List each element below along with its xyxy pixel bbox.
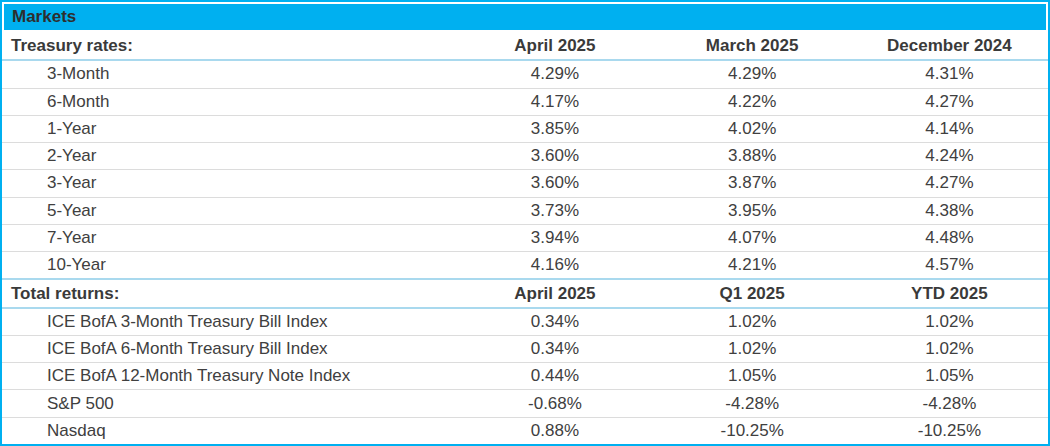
row-label: Nasdaq bbox=[2, 421, 456, 441]
table-row-6-month: 6-Month 4.17% 4.22% 4.27% bbox=[2, 89, 1048, 116]
cell-value: 3.95% bbox=[654, 201, 851, 221]
cell-value: 4.38% bbox=[851, 201, 1048, 221]
cell-value: 4.31% bbox=[851, 64, 1048, 84]
table-row-5-year: 5-Year 3.73% 3.95% 4.38% bbox=[2, 198, 1048, 225]
row-label: 7-Year bbox=[2, 228, 456, 248]
cell-value: 0.34% bbox=[456, 312, 653, 332]
table-row-3-year: 3-Year 3.60% 3.87% 4.27% bbox=[2, 170, 1048, 197]
section-label: Treasury rates: bbox=[2, 36, 456, 56]
cell-value: 4.22% bbox=[654, 92, 851, 112]
section-header-treasury-rates: Treasury rates: April 2025 March 2025 De… bbox=[2, 33, 1048, 61]
column-header-ytd-2025: YTD 2025 bbox=[851, 284, 1048, 304]
cell-value: 3.60% bbox=[456, 173, 653, 193]
cell-value: 4.07% bbox=[654, 228, 851, 248]
row-label: 5-Year bbox=[2, 201, 456, 221]
cell-value: 3.87% bbox=[654, 173, 851, 193]
row-label: S&P 500 bbox=[2, 394, 456, 414]
row-label: 3-Month bbox=[2, 64, 456, 84]
markets-table: Markets Treasury rates: April 2025 March… bbox=[0, 0, 1050, 446]
cell-value: 1.05% bbox=[654, 366, 851, 386]
cell-value: 4.48% bbox=[851, 228, 1048, 248]
table-row-sp-500: S&P 500 -0.68% -4.28% -4.28% bbox=[2, 390, 1048, 417]
cell-value: 1.02% bbox=[654, 312, 851, 332]
column-header-april-2025: April 2025 bbox=[456, 284, 653, 304]
cell-value: 3.85% bbox=[456, 119, 653, 139]
cell-value: -10.25% bbox=[851, 421, 1048, 441]
cell-value: 1.05% bbox=[851, 366, 1048, 386]
cell-value: 4.27% bbox=[851, 92, 1048, 112]
section-label: Total returns: bbox=[2, 284, 456, 304]
table-row-7-year: 7-Year 3.94% 4.07% 4.48% bbox=[2, 225, 1048, 252]
cell-value: -4.28% bbox=[654, 394, 851, 414]
column-header-march-2025: March 2025 bbox=[654, 36, 851, 56]
cell-value: -0.68% bbox=[456, 394, 653, 414]
table-title: Markets bbox=[12, 7, 76, 26]
cell-value: 4.14% bbox=[851, 119, 1048, 139]
row-label: 10-Year bbox=[2, 255, 456, 275]
cell-value: 1.02% bbox=[654, 339, 851, 359]
cell-value: 0.88% bbox=[456, 421, 653, 441]
table-title-bar: Markets bbox=[4, 4, 1046, 30]
column-header-april-2025: April 2025 bbox=[456, 36, 653, 56]
cell-value: 3.94% bbox=[456, 228, 653, 248]
column-header-december-2024: December 2024 bbox=[851, 36, 1048, 56]
cell-value: 4.02% bbox=[654, 119, 851, 139]
table-row-ice-bofa-6-month: ICE BofA 6-Month Treasury Bill Index 0.3… bbox=[2, 336, 1048, 363]
cell-value: 3.88% bbox=[654, 146, 851, 166]
row-label: ICE BofA 3-Month Treasury Bill Index bbox=[2, 312, 456, 332]
cell-value: -4.28% bbox=[851, 394, 1048, 414]
cell-value: 4.29% bbox=[456, 64, 653, 84]
cell-value: 4.24% bbox=[851, 146, 1048, 166]
cell-value: -10.25% bbox=[654, 421, 851, 441]
section-header-total-returns: Total returns: April 2025 Q1 2025 YTD 20… bbox=[2, 278, 1048, 308]
cell-value: 3.60% bbox=[456, 146, 653, 166]
cell-value: 4.27% bbox=[851, 173, 1048, 193]
cell-value: 4.21% bbox=[654, 255, 851, 275]
cell-value: 0.34% bbox=[456, 339, 653, 359]
table-row-1-year: 1-Year 3.85% 4.02% 4.14% bbox=[2, 116, 1048, 143]
cell-value: 4.16% bbox=[456, 255, 653, 275]
row-label: 1-Year bbox=[2, 119, 456, 139]
column-header-q1-2025: Q1 2025 bbox=[654, 284, 851, 304]
table-row-nasdaq: Nasdaq 0.88% -10.25% -10.25% bbox=[2, 418, 1048, 444]
cell-value: 3.73% bbox=[456, 201, 653, 221]
cell-value: 0.44% bbox=[456, 366, 653, 386]
row-label: 3-Year bbox=[2, 173, 456, 193]
cell-value: 1.02% bbox=[851, 339, 1048, 359]
row-label: 6-Month bbox=[2, 92, 456, 112]
table-row-2-year: 2-Year 3.60% 3.88% 4.24% bbox=[2, 143, 1048, 170]
row-label: ICE BofA 12-Month Treasury Note Index bbox=[2, 366, 456, 386]
cell-value: 4.17% bbox=[456, 92, 653, 112]
row-label: ICE BofA 6-Month Treasury Bill Index bbox=[2, 339, 456, 359]
cell-value: 4.57% bbox=[851, 255, 1048, 275]
table-row-ice-bofa-12-month: ICE BofA 12-Month Treasury Note Index 0.… bbox=[2, 363, 1048, 390]
row-label: 2-Year bbox=[2, 146, 456, 166]
table-row-10-year: 10-Year 4.16% 4.21% 4.57% bbox=[2, 252, 1048, 278]
cell-value: 1.02% bbox=[851, 312, 1048, 332]
cell-value: 4.29% bbox=[654, 64, 851, 84]
table-row-3-month: 3-Month 4.29% 4.29% 4.31% bbox=[2, 61, 1048, 88]
table-row-ice-bofa-3-month: ICE BofA 3-Month Treasury Bill Index 0.3… bbox=[2, 309, 1048, 336]
